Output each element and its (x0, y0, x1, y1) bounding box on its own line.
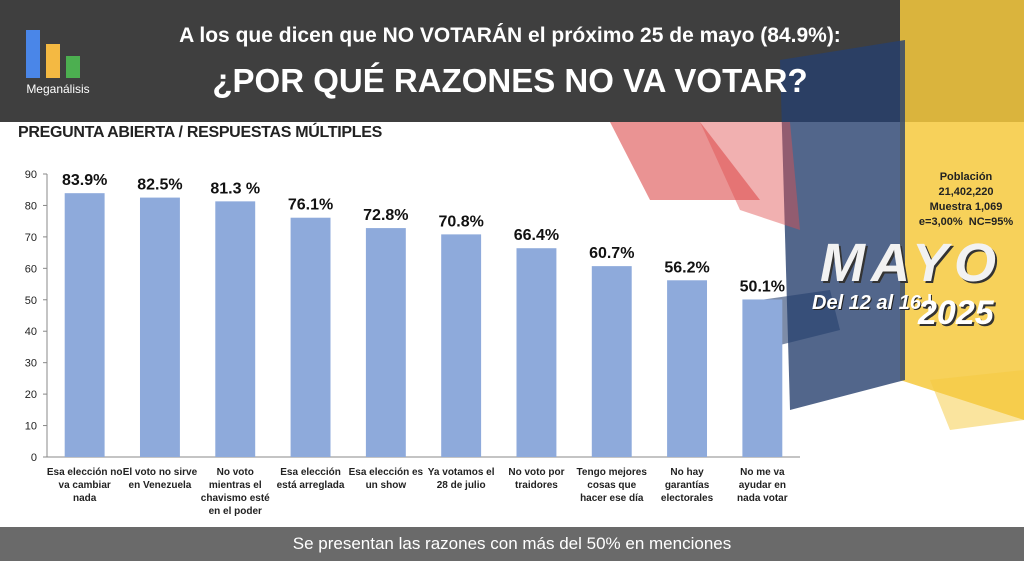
y-tick-label: 20 (25, 389, 37, 401)
category-label-7: traidores (515, 480, 558, 491)
category-label-2: El voto no sirve (123, 467, 198, 478)
y-tick-label: 80 (25, 200, 37, 212)
bar-6 (441, 234, 482, 457)
header-title-main: ¿POR QUÉ RAZONES NO VA VOTAR? (212, 62, 808, 99)
data-label-6: 70.8% (438, 213, 483, 230)
y-tick-label: 70 (25, 232, 37, 244)
data-label-2: 82.5% (137, 177, 182, 194)
confidence-level: NC=95% (968, 216, 1014, 228)
category-label-4: Esa elección (280, 467, 341, 478)
bar-5 (365, 228, 406, 457)
category-label-5: un show (366, 480, 407, 491)
y-tick-label: 60 (25, 263, 37, 275)
footer-note: Se presentan las razones con más del 50%… (0, 527, 1024, 561)
data-label-8: 60.7% (589, 245, 634, 262)
category-label-8: hacer ese día (580, 493, 644, 504)
event-year: 2025 (918, 294, 994, 332)
category-label-4: está arreglada (277, 480, 345, 491)
header-title-top: A los que dicen que NO VOTARÁN el próxim… (179, 24, 841, 47)
category-label-6: Ya votamos el (428, 467, 495, 478)
category-label-1: Esa elección no (47, 467, 123, 478)
category-label-2: en Venezuela (129, 480, 192, 491)
category-label-3: No voto (217, 467, 254, 478)
bar-7 (516, 248, 557, 457)
bar-1 (64, 193, 105, 458)
logo-bar-yellow (46, 44, 60, 78)
category-label-6: 28 de julio (437, 480, 486, 491)
category-label-3: en el poder (209, 506, 262, 517)
category-label-5: Esa elección es (349, 467, 424, 478)
data-label-9: 56.2% (664, 259, 709, 276)
bar-3 (215, 201, 256, 457)
logo-bars-icon (26, 30, 90, 78)
category-label-3: chavismo esté (201, 493, 270, 504)
category-label-8: cosas que (587, 480, 636, 491)
y-tick-label: 90 (25, 169, 37, 181)
y-tick-label: 40 (25, 326, 37, 338)
y-tick-label: 10 (25, 421, 37, 433)
bar-2 (139, 197, 180, 458)
logo-bar-green (66, 56, 80, 78)
data-label-5: 72.8% (363, 207, 408, 224)
population-label: Población (939, 171, 993, 183)
logo-text: Meganálisis (26, 82, 90, 96)
logo-bar-blue (26, 30, 40, 78)
margin-of-error: e=3,00% (918, 216, 963, 228)
category-label-9: garantías (665, 480, 710, 491)
category-label-10: ayudar en (739, 480, 786, 491)
meganalisis-logo: Meganálisis (18, 24, 98, 100)
bar-8 (591, 266, 632, 457)
y-tick-label: 0 (31, 452, 37, 464)
y-tick-label: 30 (25, 358, 37, 370)
y-tick-label: 50 (25, 295, 37, 307)
data-label-1: 83.9% (62, 172, 107, 189)
category-label-7: No voto por (508, 467, 564, 478)
data-label-4: 76.1% (288, 197, 333, 214)
bar-4 (290, 217, 331, 457)
category-label-10: No me va (740, 467, 785, 478)
event-month: MAYO (820, 233, 1002, 293)
sample-size: Muestra 1,069 (929, 201, 1003, 213)
data-label-3: 81.3 % (210, 180, 260, 197)
bar-10 (742, 299, 783, 457)
category-label-3: mientras el (209, 480, 262, 491)
category-label-1: va cambiar (59, 480, 111, 491)
population-value: 21,402,220 (938, 186, 994, 198)
event-dates: Del 12 al 16 | (812, 292, 933, 314)
category-label-10: nada votar (737, 493, 788, 504)
bar-9 (667, 280, 708, 457)
category-label-9: No hay (670, 467, 704, 478)
data-label-10: 50.1% (740, 278, 785, 295)
chart-subtitle: PREGUNTA ABIERTA / RESPUESTAS MÚLTIPLES (18, 124, 383, 141)
category-label-8: Tengo mejores (577, 467, 648, 478)
category-label-9: electorales (661, 493, 714, 504)
data-label-7: 66.4% (514, 227, 559, 244)
population-info: Población 21,402,220 Muestra 1,069 e=3,0… (912, 170, 1020, 230)
category-label-1: nada (73, 493, 97, 504)
error-confidence: e=3,00% NC=95% (912, 215, 1020, 230)
